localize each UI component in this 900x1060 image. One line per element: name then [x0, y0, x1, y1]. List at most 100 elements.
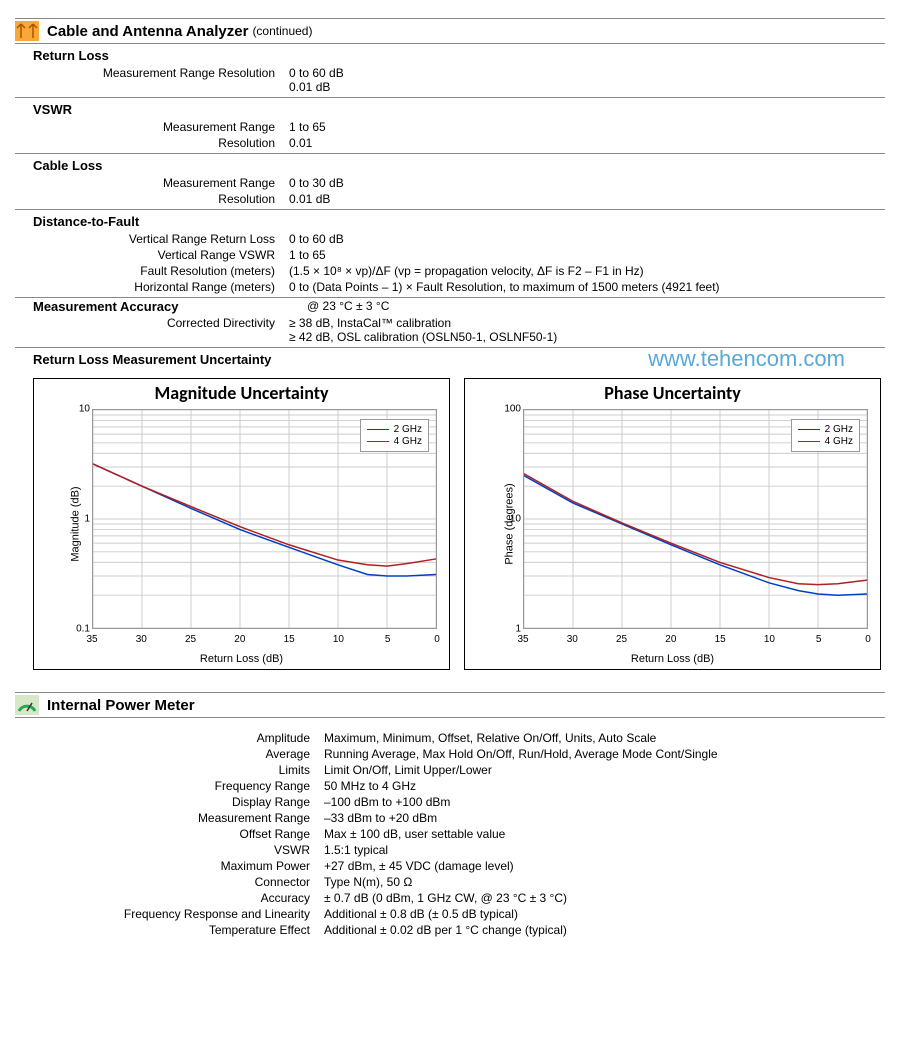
spec-label: Display Range — [15, 795, 324, 809]
spec-value: Max ± 100 dB, user settable value — [324, 827, 885, 841]
spec-value: Additional ± 0.8 dB (± 0.5 dB typical) — [324, 907, 885, 921]
spec-row: Measurement Range Resolution0 to 60 dB 0… — [15, 65, 885, 95]
phase-chart: Phase UncertaintyPhase (degrees)Return L… — [464, 378, 881, 670]
spec-value: (1.5 × 10⁸ × vp)/ΔF (vp = propagation ve… — [289, 264, 885, 278]
spec-row: Corrected Directivity≥ 38 dB, InstaCal™ … — [15, 315, 885, 345]
spec-label: Amplitude — [15, 731, 324, 745]
x-tick: 20 — [234, 634, 245, 645]
group-heading: Measurement Accuracy — [15, 299, 307, 314]
spec-row: Fault Resolution (meters)(1.5 × 10⁸ × vp… — [15, 263, 885, 279]
x-tick: 35 — [86, 634, 97, 645]
spec-row: Measurement Range–33 dBm to +20 dBm — [15, 810, 885, 826]
spec-label: Temperature Effect — [15, 923, 324, 937]
spec-value: 1.5:1 typical — [324, 843, 885, 857]
spec-label: Offset Range — [15, 827, 324, 841]
spec-label: Limits — [15, 763, 324, 777]
section-header-analyzer: Cable and Antenna Analyzer (continued) — [15, 18, 885, 44]
spec-label: Corrected Directivity — [15, 316, 289, 344]
spec-label: Accuracy — [15, 891, 324, 905]
section-title: Internal Power Meter — [47, 697, 195, 714]
spec-row: Temperature EffectAdditional ± 0.02 dB p… — [15, 922, 885, 938]
group-heading: Cable Loss — [15, 154, 885, 175]
section-continued: (continued) — [252, 24, 312, 38]
spec-row: AverageRunning Average, Max Hold On/Off,… — [15, 746, 885, 762]
y-tick: 0.1 — [68, 624, 90, 635]
spec-value: 0.01 dB — [289, 192, 885, 206]
spec-row: Offset RangeMax ± 100 dB, user settable … — [15, 826, 885, 842]
x-tick: 20 — [665, 634, 676, 645]
spec-row: Resolution0.01 — [15, 135, 885, 151]
spec-value: Maximum, Minimum, Offset, Relative On/Of… — [324, 731, 885, 745]
legend-label: 4 GHz — [394, 436, 422, 447]
spec-label: Resolution — [15, 136, 289, 150]
spec-value: 1 to 65 — [289, 248, 885, 262]
spec-row: VSWR1.5:1 typical — [15, 842, 885, 858]
spec-value: –33 dBm to +20 dBm — [324, 811, 885, 825]
y-tick: 10 — [68, 404, 90, 415]
spec-label: Vertical Range VSWR — [15, 248, 289, 262]
x-tick: 30 — [567, 634, 578, 645]
spec-value: Limit On/Off, Limit Upper/Lower — [324, 763, 885, 777]
spec-value: Running Average, Max Hold On/Off, Run/Ho… — [324, 747, 885, 761]
powermeter-icon — [15, 695, 39, 715]
y-tick: 10 — [499, 514, 521, 525]
x-tick: 25 — [185, 634, 196, 645]
chart-legend: 2 GHz4 GHz — [360, 419, 429, 452]
x-tick: 30 — [136, 634, 147, 645]
spec-row: Horizontal Range (meters)0 to (Data Poin… — [15, 279, 885, 295]
spec-value: 0.01 — [289, 136, 885, 150]
chart-title: Magnitude Uncertainty — [34, 379, 449, 404]
x-tick: 25 — [616, 634, 627, 645]
spec-value: +27 dBm, ± 45 VDC (damage level) — [324, 859, 885, 873]
spec-label: Vertical Range Return Loss — [15, 232, 289, 246]
spec-value: ≥ 38 dB, InstaCal™ calibration ≥ 42 dB, … — [289, 316, 885, 344]
spec-value: Type N(m), 50 Ω — [324, 875, 885, 889]
section-title: Cable and Antenna Analyzer — [47, 23, 248, 40]
spec-label: Measurement Range Resolution — [15, 66, 289, 94]
spec-row: Frequency Response and LinearityAddition… — [15, 906, 885, 922]
y-tick: 1 — [499, 624, 521, 635]
spec-label: VSWR — [15, 843, 324, 857]
spec-row: Frequency Range50 MHz to 4 GHz — [15, 778, 885, 794]
x-axis-label: Return Loss (dB) — [34, 653, 449, 665]
spec-label: Frequency Response and Linearity — [15, 907, 324, 921]
spec-label: Frequency Range — [15, 779, 324, 793]
spec-value: 0 to 60 dB — [289, 232, 885, 246]
group-heading: Distance-to-Fault — [15, 210, 885, 231]
spec-row: ConnectorType N(m), 50 Ω — [15, 874, 885, 890]
group-heading: VSWR — [15, 98, 885, 119]
spec-value: 0 to 30 dB — [289, 176, 885, 190]
spec-value: Additional ± 0.02 dB per 1 °C change (ty… — [324, 923, 885, 937]
legend-label: 2 GHz — [825, 424, 853, 435]
group-heading: Return Loss — [15, 44, 885, 65]
spec-value: 50 MHz to 4 GHz — [324, 779, 885, 793]
spec-label: Resolution — [15, 192, 289, 206]
spec-row: Vertical Range VSWR1 to 65 — [15, 247, 885, 263]
spec-row: Resolution0.01 dB — [15, 191, 885, 207]
spec-row: Display Range–100 dBm to +100 dBm — [15, 794, 885, 810]
spec-label: Connector — [15, 875, 324, 889]
spec-label: Measurement Range — [15, 120, 289, 134]
spec-label: Measurement Range — [15, 811, 324, 825]
y-tick: 100 — [499, 404, 521, 415]
spec-row: Vertical Range Return Loss0 to 60 dB — [15, 231, 885, 247]
section-header-powermeter: Internal Power Meter — [15, 692, 885, 718]
x-tick: 10 — [764, 634, 775, 645]
spec-row: AmplitudeMaximum, Minimum, Offset, Relat… — [15, 730, 885, 746]
spec-row: Measurement Range0 to 30 dB — [15, 175, 885, 191]
x-tick: 15 — [284, 634, 295, 645]
spec-label: Measurement Range — [15, 176, 289, 190]
antenna-icon — [15, 21, 39, 41]
x-tick: 5 — [385, 634, 391, 645]
spec-row: Accuracy± 0.7 dB (0 dBm, 1 GHz CW, @ 23 … — [15, 890, 885, 906]
chart-legend: 2 GHz4 GHz — [791, 419, 860, 452]
spec-row: LimitsLimit On/Off, Limit Upper/Lower — [15, 762, 885, 778]
spec-value: 0 to 60 dB 0.01 dB — [289, 66, 885, 94]
charts-row: Magnitude UncertaintyMagnitude (dB)Retur… — [33, 378, 885, 670]
x-tick: 0 — [434, 634, 440, 645]
spec-row: Measurement Range1 to 65 — [15, 119, 885, 135]
x-axis-label: Return Loss (dB) — [465, 653, 880, 665]
spec-label: Horizontal Range (meters) — [15, 280, 289, 294]
legend-label: 2 GHz — [394, 424, 422, 435]
spec-label: Fault Resolution (meters) — [15, 264, 289, 278]
